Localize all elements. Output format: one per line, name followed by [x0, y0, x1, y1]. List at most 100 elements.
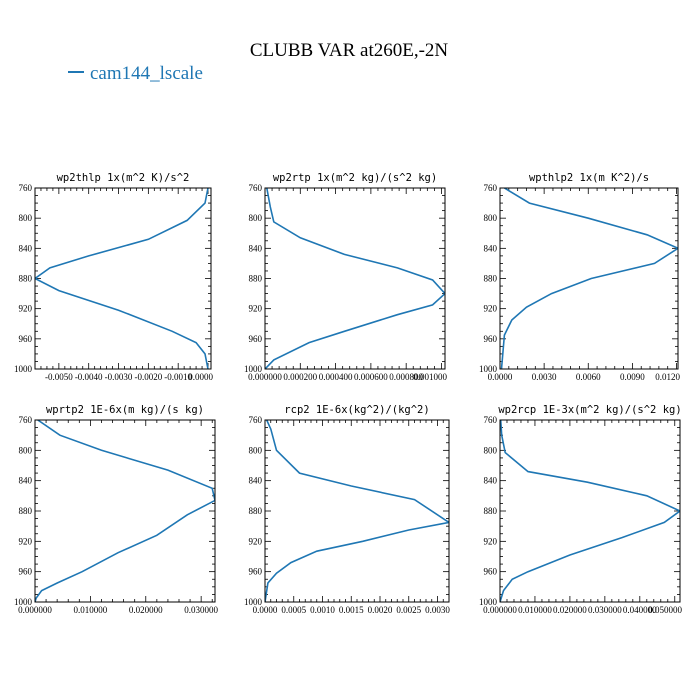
- panel-title: rcp2 1E-6x(kg^2)/(kg^2): [284, 404, 429, 416]
- x-tick-label: -0.0020: [134, 372, 162, 382]
- y-tick-label: 840: [19, 476, 33, 486]
- y-tick-label: 800: [484, 445, 498, 455]
- y-tick-label: 800: [249, 213, 263, 223]
- x-tick-label: 0.020000: [129, 605, 163, 615]
- x-tick-label: 0.000200: [283, 372, 317, 382]
- y-tick-label: 880: [249, 274, 263, 284]
- panel-title: wp2thlp 1x(m^2 K)/s^2: [57, 172, 190, 184]
- plot-frame: [499, 187, 679, 370]
- x-tick-label: 0.010000: [74, 605, 108, 615]
- plot-frame: [34, 187, 212, 370]
- series-line: [500, 420, 680, 602]
- x-tick-label: 0.050000: [648, 605, 682, 615]
- x-tick-label: 0.030000: [588, 605, 622, 615]
- y-tick-label: 760: [249, 183, 263, 193]
- y-tick-label: 1000: [479, 597, 498, 607]
- x-tick-label: 0.030000: [184, 605, 218, 615]
- series-line: [265, 188, 445, 369]
- y-tick-label: 880: [484, 274, 498, 284]
- x-tick-label: 0.000000: [248, 372, 282, 382]
- panel-6: wp2rcp 1E-3x(m^2 kg)/(s^2 kg)760 800 840 88…: [479, 404, 683, 615]
- plot-frame: [499, 419, 681, 603]
- x-tick-label: 0.0090: [620, 372, 645, 382]
- panel-4: wprtp2 1E-6x(m kg)/(s kg) 760 800 840 880 920…: [14, 404, 219, 615]
- panel-title: wp2rtp 1x(m^2 kg)/(s^2 kg): [273, 172, 437, 184]
- y-tick-label: 1000: [14, 597, 33, 607]
- x-tick-label: 0.0010: [310, 605, 335, 615]
- y-tick-label: 920: [249, 304, 263, 314]
- plot-frame: [34, 419, 216, 603]
- y-tick-label: 880: [19, 274, 33, 284]
- y-tick-label: 840: [484, 476, 498, 486]
- y-tick-label: 760: [19, 415, 33, 425]
- y-tick-label: 800: [249, 445, 263, 455]
- y-tick-label: 1000: [479, 364, 498, 374]
- plot-frame: [264, 419, 450, 603]
- y-tick-label: 1000: [14, 364, 33, 374]
- x-tick-label: 0.0025: [396, 605, 421, 615]
- panel-title: wp2rcp 1E-3x(m^2 kg)/(s^2 kg): [498, 404, 681, 416]
- y-tick-label: 920: [484, 304, 498, 314]
- y-tick-label: 840: [249, 243, 263, 253]
- panel-1: wp2thlp 1x(m^2 K)/s^2 760 800 840 880 920 960 1…: [14, 172, 214, 382]
- y-tick-label: 760: [249, 415, 263, 425]
- series-line: [500, 188, 678, 369]
- panel-2: wp2rtp 1x(m^2 kg)/(s^2 kg) 760 800 840 880 92…: [244, 172, 448, 382]
- y-tick-label: 760: [484, 183, 498, 193]
- x-tick-label: 0.0030: [532, 372, 557, 382]
- x-tick-label: 0.0000: [188, 372, 213, 382]
- panel-3: wpthlp2 1x(m K^2)/s 760 800 840 880 920 960 100…: [479, 172, 681, 382]
- x-tick-label: 0.0000: [253, 605, 278, 615]
- figure-title: CLUBB VAR at260E,-2N: [250, 40, 449, 61]
- y-tick-label: 960: [19, 567, 33, 577]
- y-tick-label: 920: [249, 536, 263, 546]
- x-tick-label: 0.000600: [354, 372, 388, 382]
- x-tick-label: 0.000400: [319, 372, 353, 382]
- y-tick-label: 760: [19, 183, 33, 193]
- legend-label: cam144_lscale: [90, 63, 203, 84]
- x-tick-label: 0.000800: [389, 372, 423, 382]
- y-tick-label: 920: [19, 304, 33, 314]
- y-tick-label: 880: [19, 506, 33, 516]
- x-tick-label: 0.0015: [339, 605, 364, 615]
- panel-title: wprtp2 1E-6x(m kg)/(s kg): [46, 404, 204, 416]
- y-tick-label: 880: [249, 506, 263, 516]
- x-tick-label: 0.0020: [368, 605, 393, 615]
- series-line: [265, 420, 449, 602]
- panel-title: wpthlp2 1x(m K^2)/s: [529, 172, 649, 184]
- y-tick-label: 1000: [244, 364, 263, 374]
- y-tick-label: 880: [484, 506, 498, 516]
- x-tick-label: 0.001000: [413, 372, 447, 382]
- y-tick-label: 960: [484, 567, 498, 577]
- y-tick-label: 920: [19, 536, 33, 546]
- x-tick-label: -0.0030: [105, 372, 133, 382]
- x-tick-label: 0.000000: [483, 605, 517, 615]
- y-tick-label: 960: [19, 334, 33, 344]
- legend: cam144_lscale: [68, 63, 203, 84]
- x-tick-label: 0.0120: [655, 372, 680, 382]
- panel-5: rcp2 1E-6x(kg^2)/(kg^2) 760 800 840 880 920 96…: [244, 404, 450, 615]
- y-tick-label: 1000: [244, 597, 263, 607]
- y-tick-label: 960: [484, 334, 498, 344]
- x-tick-label: 0.0030: [425, 605, 450, 615]
- y-tick-label: 960: [249, 334, 263, 344]
- y-tick-label: 840: [484, 243, 498, 253]
- y-tick-label: 840: [249, 476, 263, 486]
- y-tick-label: 840: [19, 243, 33, 253]
- x-tick-label: -0.0010: [164, 372, 192, 382]
- x-tick-label: 0.000000: [18, 605, 52, 615]
- y-tick-label: 760: [484, 415, 498, 425]
- x-tick-label: 0.010000: [518, 605, 552, 615]
- y-tick-label: 960: [249, 567, 263, 577]
- x-tick-label: 0.0005: [281, 605, 306, 615]
- series-line: [35, 420, 215, 602]
- x-tick-label: 0.0000: [488, 372, 513, 382]
- x-tick-label: -0.0040: [75, 372, 103, 382]
- series-line: [35, 188, 209, 369]
- y-tick-label: 800: [19, 445, 33, 455]
- y-tick-label: 920: [484, 536, 498, 546]
- x-tick-label: 0.0060: [576, 372, 601, 382]
- plot-frame: [264, 187, 446, 370]
- y-tick-label: 800: [19, 213, 33, 223]
